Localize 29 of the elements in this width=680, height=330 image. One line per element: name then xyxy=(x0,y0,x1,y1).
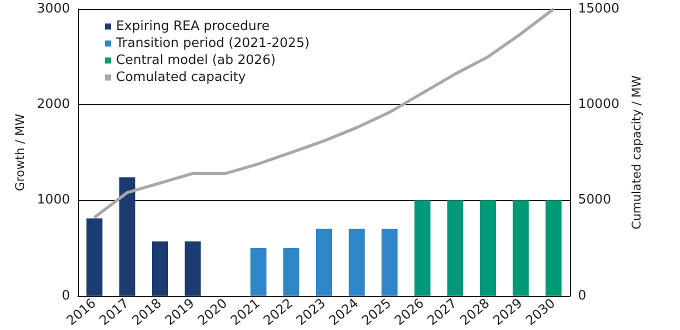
legend-label: Expiring REA procedure xyxy=(116,19,270,34)
bar xyxy=(348,228,365,296)
bar xyxy=(86,218,102,296)
bar xyxy=(447,200,464,296)
bar xyxy=(250,248,266,296)
bar xyxy=(546,200,562,296)
y2-tick-label: 0 xyxy=(578,288,586,304)
legend-label: Central model (ab 2026) xyxy=(116,53,276,68)
bar xyxy=(382,228,398,296)
y-tick-label: 3000 xyxy=(36,2,70,16)
legend-label: Comulated capacity xyxy=(116,70,246,85)
y-tick-label: 0 xyxy=(62,288,70,304)
bar xyxy=(512,200,529,296)
y2-tick-label: 10000 xyxy=(578,97,620,112)
y2-tick-label: 5000 xyxy=(578,192,612,208)
y-tick-label: 1000 xyxy=(36,192,70,208)
bar xyxy=(316,228,332,296)
y-tick-label: 2000 xyxy=(36,97,70,112)
bar xyxy=(480,200,496,296)
y-axis-title: Growth / MW xyxy=(13,114,28,192)
bar xyxy=(119,177,136,296)
bar xyxy=(283,248,300,296)
bar xyxy=(152,241,168,296)
y2-tick-label: 15000 xyxy=(578,2,620,16)
bar xyxy=(414,200,430,296)
bar xyxy=(184,241,201,296)
y2-axis-title: Cumulated capacity / MW xyxy=(629,75,644,230)
line-series xyxy=(92,8,556,219)
legend-label: Transition period (2021-2025) xyxy=(115,36,310,51)
